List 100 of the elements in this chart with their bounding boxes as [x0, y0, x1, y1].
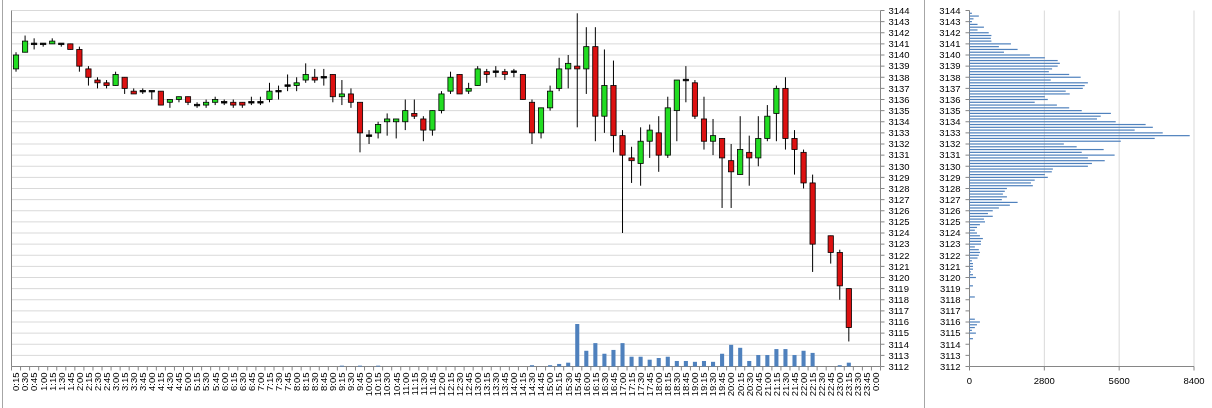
bar — [756, 355, 761, 367]
y-tick-label: 3143 — [888, 15, 910, 27]
y-tick-label: 3125 — [888, 216, 910, 228]
candlestick — [13, 51, 20, 73]
x-tick-label: 12:00 — [435, 372, 447, 397]
y-tick-label: 3116 — [940, 316, 961, 328]
x-tick-label: 14:00 — [508, 372, 520, 397]
y-tick-label: 3140 — [939, 49, 961, 61]
y-tick-label: 3120 — [939, 271, 961, 283]
x-tick-label: 2:45 — [100, 372, 112, 391]
y-tick-label: 3131 — [939, 149, 961, 161]
y-tick-label: 3137 — [939, 82, 961, 94]
candlestick — [474, 65, 481, 87]
candlestick — [266, 82, 273, 103]
y-tick-label: 3142 — [888, 27, 910, 39]
bar — [665, 356, 670, 367]
y-tick-label: 3139 — [939, 60, 961, 72]
bar — [701, 360, 707, 367]
y-tick-label: 3138 — [888, 71, 910, 83]
x-tick-label: 13:30 — [490, 372, 502, 397]
x-tick-label: 8:45 — [318, 372, 330, 391]
bar — [801, 350, 806, 367]
y-tick-label: 3137 — [888, 82, 910, 94]
y-tick-label: 3134 — [939, 116, 961, 128]
x-tick-label: 7:15 — [263, 372, 275, 391]
bar — [620, 343, 625, 367]
y-tick-label: 3144 — [939, 4, 961, 16]
candlestick — [827, 235, 834, 265]
x-tick-label: 16:30 — [598, 372, 610, 397]
x-tick-label: 2:00 — [73, 372, 85, 391]
bar — [792, 355, 797, 367]
candlestick — [438, 90, 445, 114]
x-tick-label: 13:15 — [481, 372, 493, 397]
candlestick — [583, 26, 590, 95]
bar — [729, 344, 734, 367]
y-tick-label: 3124 — [939, 227, 961, 239]
x-tick-label: 7:30 — [272, 372, 284, 391]
y-tick-label: 3116 — [888, 316, 909, 328]
y-tick-label: 3142 — [939, 27, 961, 39]
x-tick-label: 1:45 — [64, 372, 76, 391]
x-tick-label: 14:15 — [517, 372, 529, 397]
x-tick-label: 1:30 — [55, 372, 67, 391]
x-tick-label: 5:30 — [200, 372, 212, 391]
y-tick-label: 3119 — [940, 282, 961, 294]
candlestick — [366, 129, 373, 145]
candlestick — [755, 115, 762, 167]
y-tick-label: 3141 — [939, 38, 961, 50]
x-tick-label: 2:30 — [91, 372, 103, 391]
x-tick-label: 2800 — [1033, 374, 1055, 386]
y-tick-label: 3119 — [888, 282, 909, 294]
candlestick — [746, 135, 753, 187]
x-tick-label: 4:00 — [146, 372, 158, 391]
x-tick-label: 9:00 — [327, 372, 339, 391]
y-tick-label: 3140 — [888, 49, 910, 61]
bar — [674, 360, 679, 367]
x-tick-label: 1:15 — [46, 372, 58, 391]
y-tick-label: 3127 — [888, 193, 910, 205]
x-tick-label: 19:00 — [689, 372, 701, 397]
x-tick-label: 19:15 — [698, 372, 710, 397]
y-tick-label: 3122 — [888, 249, 910, 261]
x-tick-label: 22:45 — [825, 372, 837, 397]
x-tick-label: 8400 — [1183, 374, 1205, 386]
candlestick — [194, 101, 201, 109]
y-tick-label: 3123 — [888, 238, 910, 250]
candlestick — [565, 54, 572, 89]
x-tick-label: 2:15 — [82, 372, 94, 391]
x-tick-label: 17:15 — [625, 372, 637, 397]
y-tick-label: 3136 — [939, 93, 961, 105]
y-tick-label: 3132 — [888, 138, 910, 150]
x-tick-label: 3:15 — [118, 372, 130, 391]
bar — [611, 349, 616, 367]
y-tick-label: 3132 — [939, 138, 961, 150]
x-tick-label: 22:30 — [815, 372, 827, 397]
bar — [720, 353, 725, 367]
candlestick — [338, 79, 345, 106]
x-tick-label: 16:15 — [589, 372, 601, 397]
x-tick-label: 6:30 — [236, 372, 248, 391]
x-tick-label: 11:15 — [408, 372, 420, 396]
x-tick-label: 9:15 — [336, 372, 348, 391]
x-tick-label: 6:00 — [218, 372, 230, 391]
x-tick-label: 20:00 — [725, 372, 737, 397]
candlestick — [547, 85, 554, 112]
x-tick-label: 3:00 — [109, 372, 121, 391]
x-tick-label: 19:30 — [707, 372, 719, 397]
candlestick — [700, 96, 708, 151]
bar — [711, 361, 716, 367]
x-tick-label: 18:15 — [662, 372, 674, 397]
x-tick-label: 19:45 — [716, 372, 728, 397]
y-tick-label: 3139 — [888, 60, 910, 72]
y-tick-label: 3136 — [888, 93, 910, 105]
candlestick — [302, 62, 309, 84]
x-tick-label: 18:30 — [671, 372, 683, 397]
x-tick-label: 11:00 — [399, 372, 411, 396]
x-tick-label: 22:00 — [797, 372, 809, 397]
x-tick-label: 7:45 — [281, 372, 293, 391]
x-tick-label: 23:00 — [834, 372, 846, 397]
x-tick-label: 3:45 — [137, 372, 149, 391]
y-tick-label: 3118 — [888, 294, 909, 306]
y-tick-label: 3128 — [939, 182, 961, 194]
x-tick-label: 15:00 — [544, 372, 556, 397]
